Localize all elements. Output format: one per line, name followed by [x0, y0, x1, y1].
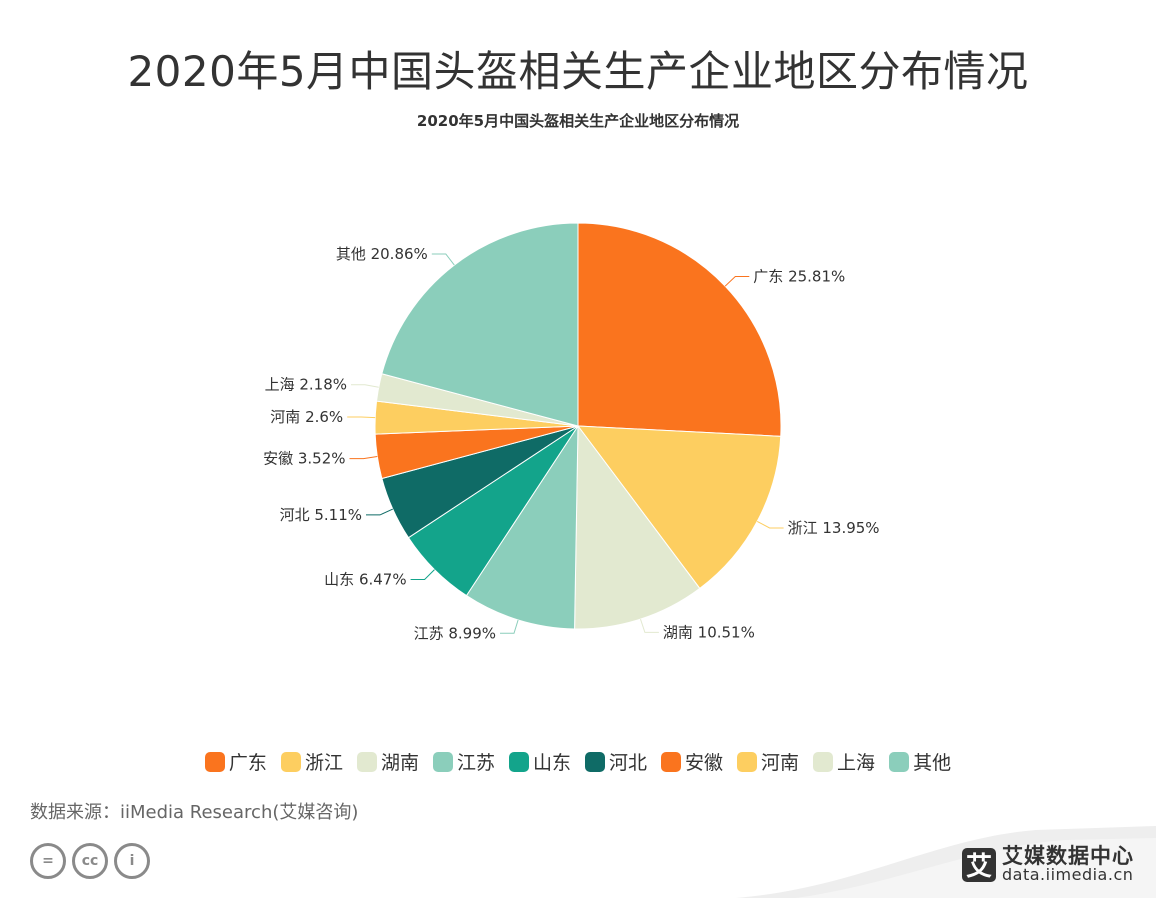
- legend-item-河南[interactable]: 河南: [737, 748, 799, 775]
- data-label-安徽: 安徽 3.52%: [263, 450, 345, 468]
- legend-label: 河北: [609, 752, 648, 774]
- brand-url: data.iimedia.cn: [1002, 865, 1134, 885]
- legend-swatch: [356, 751, 377, 772]
- legend-swatch: [280, 751, 301, 772]
- pie-slice-广东[interactable]: [577, 222, 782, 437]
- legend-label: 上海: [837, 752, 876, 774]
- brand-mark-icon: 艾: [962, 847, 996, 882]
- data-label-湖南: 湖南 10.51%: [663, 623, 755, 641]
- legend-label: 浙江: [304, 752, 343, 774]
- legend-label: 河南: [761, 752, 800, 774]
- label-line-湖南: [640, 618, 659, 633]
- brand-logo: 艾 艾媒数据中心 data.iimedia.cn: [962, 845, 1134, 884]
- data-label-河南: 河南 2.6%: [270, 408, 343, 426]
- legend-item-安徽[interactable]: 安徽: [661, 748, 723, 775]
- data-label-广东: 广东 25.81%: [753, 268, 845, 286]
- equals-icon: =: [30, 843, 66, 879]
- data-label-河北: 河北 5.11%: [280, 506, 362, 524]
- legend-swatch: [508, 751, 529, 772]
- brand-name: 艾媒数据中心: [1002, 844, 1134, 869]
- legend-swatch: [889, 751, 910, 772]
- cc-icon: cc: [72, 843, 108, 879]
- legend-swatch: [432, 751, 453, 772]
- legend-item-江苏[interactable]: 江苏: [432, 748, 495, 775]
- label-line-河南: [347, 416, 376, 419]
- data-label-其他: 其他 20.86%: [336, 245, 428, 263]
- label-line-江苏: [500, 619, 519, 634]
- pie-slice-江苏[interactable]: [465, 424, 579, 630]
- legend-label: 山东: [532, 752, 571, 774]
- label-line-上海: [351, 384, 379, 388]
- label-line-其他: [431, 253, 455, 266]
- person-icon: i: [114, 843, 150, 879]
- legend-item-上海[interactable]: 上海: [813, 748, 875, 775]
- legend-item-其他[interactable]: 其他: [889, 748, 951, 775]
- legend-item-浙江[interactable]: 浙江: [280, 748, 343, 775]
- label-line-河北: [366, 508, 394, 516]
- license-icons: = cc i: [30, 843, 150, 879]
- legend-label: 江苏: [456, 752, 495, 774]
- pie-slice-浙江[interactable]: [576, 425, 782, 590]
- chart-title: 2020年5月中国头盔相关生产企业地区分布情况: [416, 112, 740, 130]
- data-label-浙江: 浙江 13.95%: [788, 519, 880, 537]
- legend-item-山东[interactable]: 山东: [508, 748, 571, 775]
- label-line-山东: [410, 569, 435, 580]
- data-label-江苏: 江苏 8.99%: [414, 624, 496, 642]
- legend-label: 湖南: [380, 752, 419, 774]
- pie-slice-其他[interactable]: [381, 222, 579, 427]
- label-line-广东: [724, 276, 750, 287]
- label-line-安徽: [349, 456, 378, 460]
- legend-swatch: [737, 751, 758, 772]
- data-label-山东: 山东 6.47%: [324, 571, 406, 589]
- chart-legend: 广东 浙江 湖南 江苏 山东 河北 安徽 河南 上海 其他: [0, 748, 1156, 775]
- legend-swatch: [813, 751, 834, 772]
- legend-swatch: [585, 751, 605, 772]
- page-title: 2020年5月中国头盔相关生产企业地区分布情况: [127, 47, 1029, 96]
- legend-label: 安徽: [685, 752, 724, 774]
- legend-item-河北[interactable]: 河北: [585, 748, 647, 775]
- legend-label: 广东: [228, 752, 267, 774]
- legend-swatch: [204, 751, 225, 772]
- legend-label: 其他: [913, 752, 952, 774]
- legend-item-广东[interactable]: 广东: [204, 748, 267, 775]
- label-line-浙江: [756, 520, 784, 529]
- legend-swatch: [661, 751, 682, 772]
- legend-item-湖南[interactable]: 湖南: [356, 748, 419, 775]
- data-label-上海: 上海 2.18%: [265, 376, 347, 394]
- data-source: 数据来源：iiMedia Research(艾媒咨询): [30, 802, 359, 823]
